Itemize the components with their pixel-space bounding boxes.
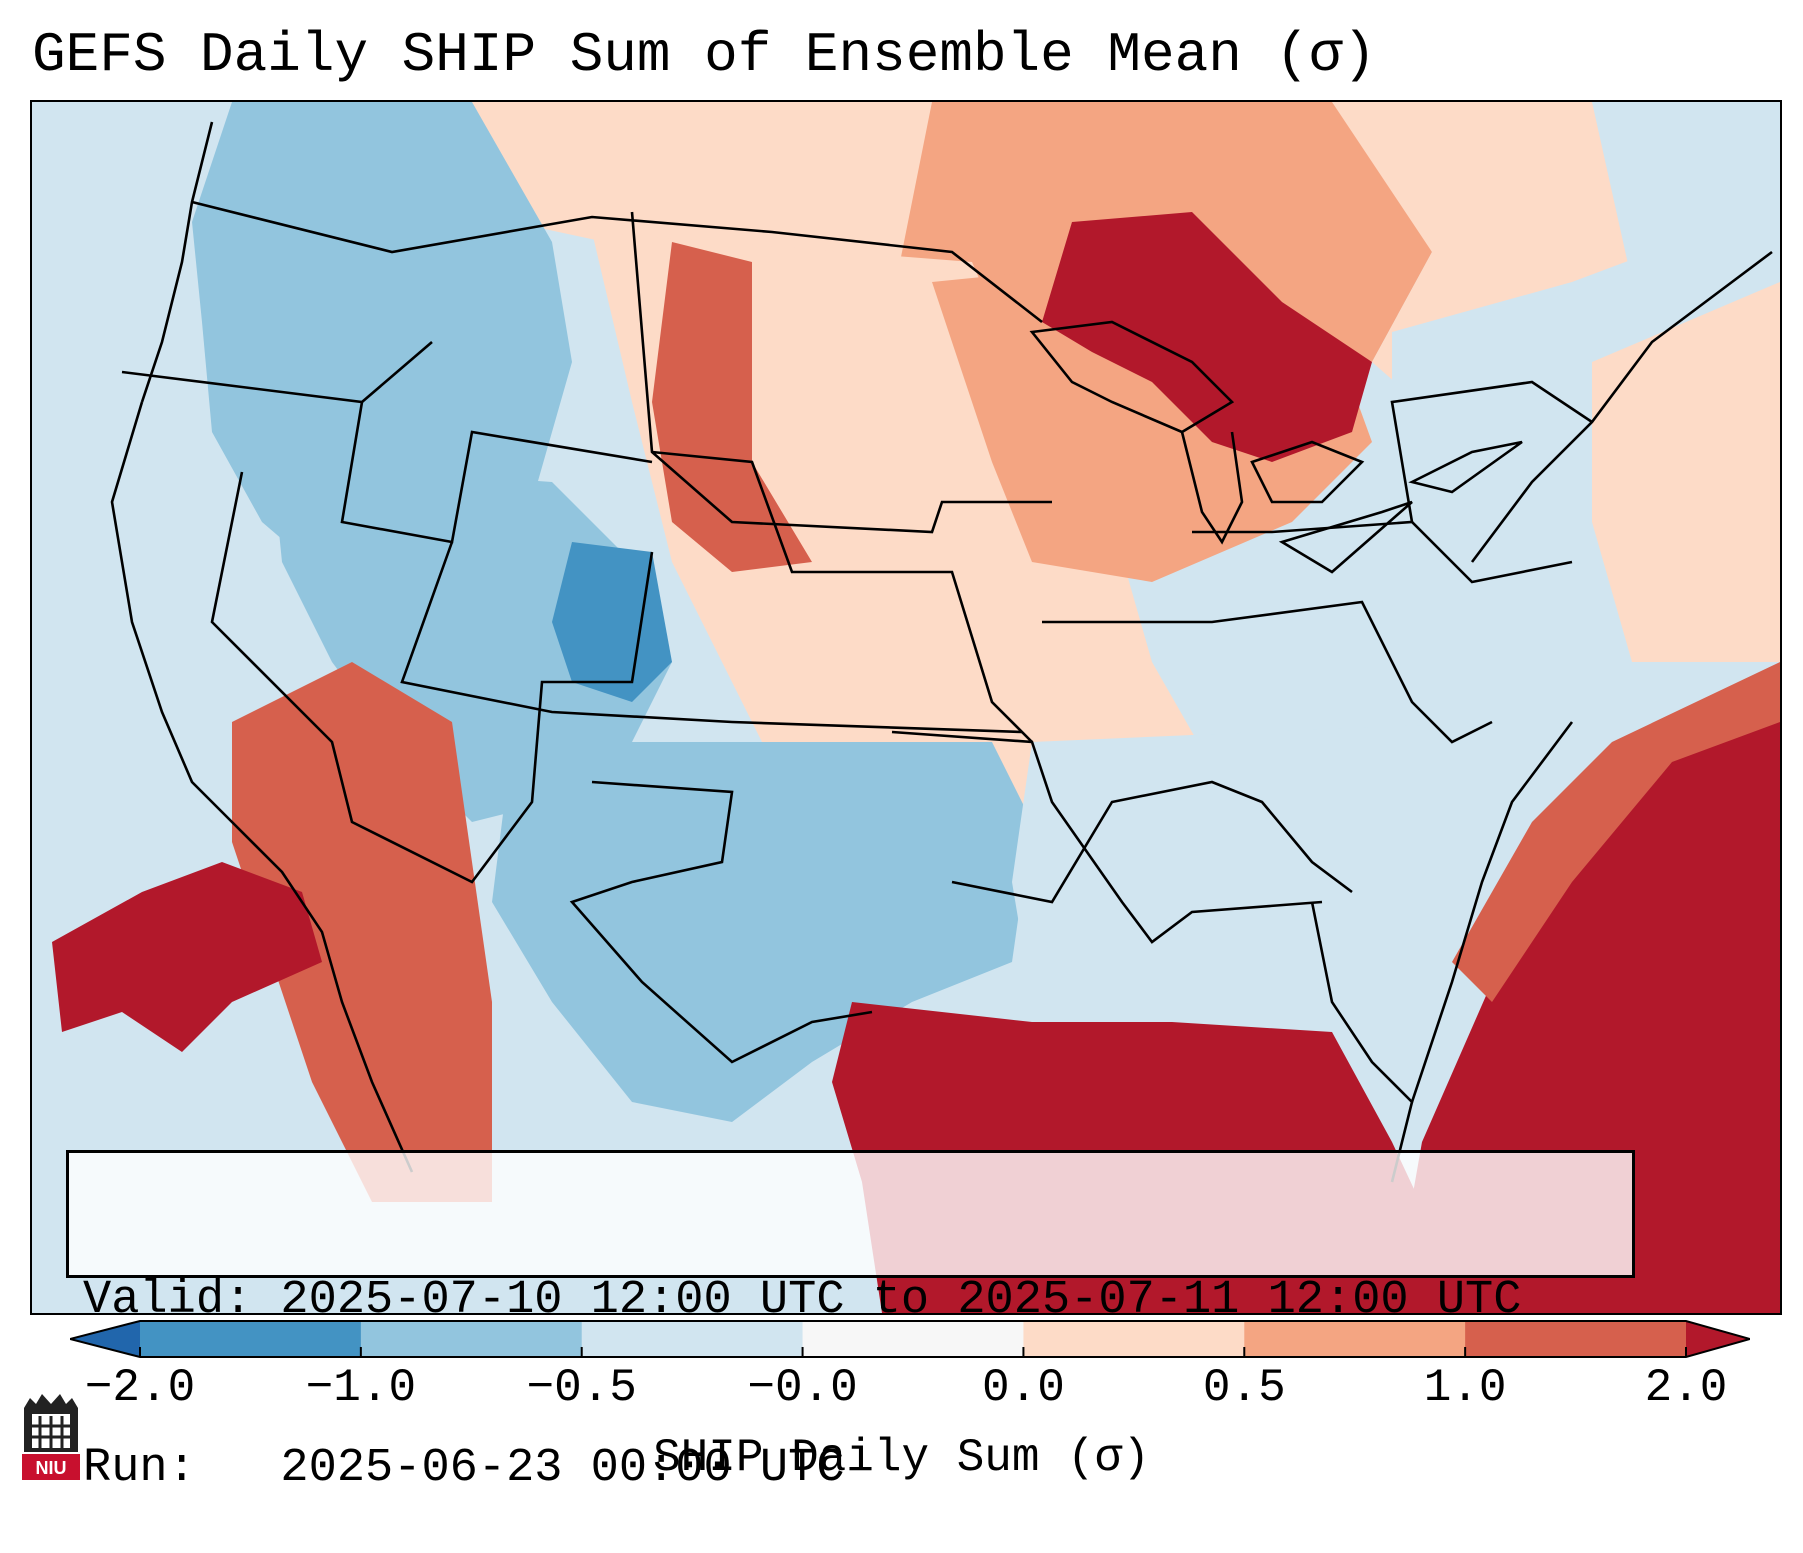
colorbar-segment (360, 1321, 583, 1357)
colorbar (70, 1320, 1750, 1358)
colorbar-segment (802, 1321, 1024, 1357)
map-title: GEFS Daily SHIP Sum of Ensemble Mean (σ) (32, 23, 1377, 87)
region-southeast (1012, 722, 1492, 1082)
colorbar-segment (1023, 1321, 1245, 1357)
run-time-text: Run: 2025-06-23 00:00 UTC (83, 1442, 845, 1495)
colorbar-tick-label: −1.0 (305, 1362, 417, 1414)
colorbar-tick-label: −0.5 (526, 1362, 637, 1414)
colorbar-segment (140, 1321, 362, 1357)
colorbar-tick-label: 1.0 (1423, 1362, 1507, 1414)
colorbar-tick-label: 2.0 (1644, 1362, 1728, 1414)
colorbar-segment (1465, 1321, 1687, 1357)
region-texas (492, 742, 1032, 1122)
colorbar-extend-high (1686, 1321, 1750, 1357)
region-great-lakes (1042, 212, 1372, 462)
colorbar-segment (581, 1321, 804, 1357)
region-atlantic-warm (1452, 662, 1780, 1002)
region-colorado-cold (552, 542, 672, 702)
colorbar-tick-label: −2.0 (84, 1362, 196, 1414)
region-southwest-hot (232, 662, 492, 1202)
anomaly-map (32, 102, 1780, 1313)
colorbar-tick-label: −0.0 (747, 1362, 858, 1414)
niu-logo: NIU (22, 1394, 80, 1480)
state-borders (110, 121, 1773, 1183)
colorbar-segment (1244, 1321, 1466, 1357)
region-northeast-warm (1592, 282, 1780, 662)
region-canada-prairie (452, 102, 1042, 272)
colorbar-tick-label: 0.0 (982, 1362, 1065, 1414)
region-dakotas-hot (652, 242, 812, 572)
colorbar-label: SHIP Daily Sum (σ) (653, 1432, 1150, 1484)
colorbar-tick-label: 0.5 (1202, 1362, 1286, 1414)
niu-logo-text: NIU (36, 1458, 67, 1478)
valid-time-text: Valid: 2025-07-10 12:00 UTC to 2025-07-1… (83, 1274, 1522, 1327)
valid-run-info-box: Valid: 2025-07-10 12:00 UTC to 2025-07-1… (66, 1150, 1635, 1495)
colorbar-extend-low (70, 1321, 140, 1357)
region-pacific-anomaly (52, 862, 322, 1052)
map-panel[interactable] (30, 100, 1782, 1315)
